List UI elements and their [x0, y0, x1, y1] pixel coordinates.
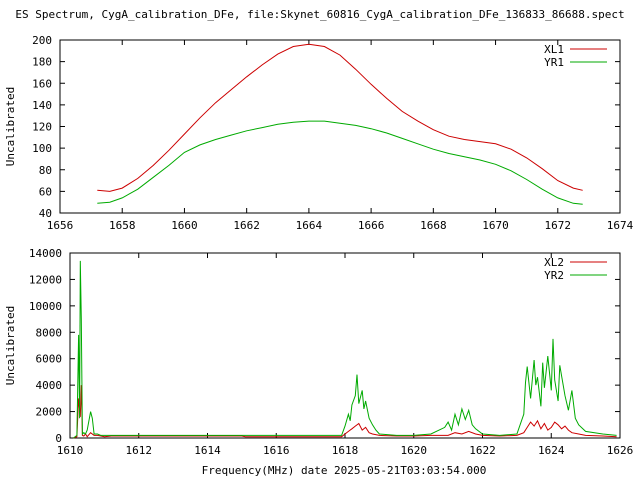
top-y-tick-label: 120: [32, 121, 52, 134]
bottom-y-tick-label: 14000: [29, 247, 62, 260]
top-y-axis-label: Uncalibrated: [4, 87, 17, 166]
top-x-tick-label: 1670: [482, 219, 509, 232]
top-y-tick-label: 200: [32, 34, 52, 47]
top-y-tick-label: 160: [32, 77, 52, 90]
top-x-tick-label: 1668: [420, 219, 447, 232]
bottom-x-tick-label: 1620: [401, 444, 428, 457]
bottom-y-tick-label: 4000: [36, 379, 63, 392]
bottom-legend-label-xl2: XL2: [544, 256, 564, 269]
bottom-y-tick-label: 12000: [29, 273, 62, 286]
bottom-legend-label-yr2: YR2: [544, 269, 564, 282]
bottom-y-tick-label: 10000: [29, 300, 62, 313]
top-x-tick-label: 1666: [358, 219, 385, 232]
bottom-plot-frame: [69, 252, 621, 439]
bottom-x-tick-label: 1610: [57, 444, 84, 457]
bottom-y-tick-label: 6000: [36, 353, 63, 366]
bottom-y-tick-label: 8000: [36, 326, 63, 339]
top-spectrum-panel: 1656 1658 1660 1662 1664 1666 1668 1670 1672 1674…: [4, 34, 634, 232]
top-x-tick-label: 1674: [607, 219, 634, 232]
top-y-tick-label: 180: [32, 56, 52, 69]
top-x-tick-label: 1662: [233, 219, 260, 232]
bottom-x-tick-label: 1622: [469, 444, 496, 457]
top-y-tick-label: 80: [39, 164, 52, 177]
top-x-tick-label: 1664: [296, 219, 323, 232]
bottom-x-tick-label: 1624: [538, 444, 565, 457]
bottom-x-tick-label: 1618: [332, 444, 359, 457]
bottom-spectrum-panel: 1610 1612 1614 1616 1618 1620 1622 1624 1626 0 200…: [4, 247, 633, 457]
top-series-yr1-line: [97, 120, 583, 205]
top-legend-label-xl1: XL1: [544, 43, 564, 56]
top-x-tick-label: 1672: [545, 219, 572, 232]
top-y-tick-label: 60: [39, 185, 52, 198]
top-y-tick-label: 100: [32, 142, 52, 155]
bottom-x-tick-label: 1614: [194, 444, 221, 457]
x-axis-label: Frequency(MHz) date 2025-05-21T03:03:54.…: [202, 464, 487, 477]
top-legend-label-yr1: YR1: [544, 56, 564, 69]
bottom-y-tick-label: 2000: [36, 406, 63, 419]
bottom-y-axis-label: Uncalibrated: [4, 306, 17, 385]
top-y-tick-label: 40: [39, 207, 52, 220]
bottom-series-xl2-line: [73, 385, 617, 439]
top-x-tick-label: 1660: [171, 219, 198, 232]
top-y-tick-label: 140: [32, 99, 52, 112]
bottom-x-tick-label: 1612: [126, 444, 153, 457]
figure-title: ES Spectrum, CygA_calibration_DFe, file:…: [15, 8, 624, 21]
bottom-x-tick-label: 1626: [607, 444, 634, 457]
bottom-x-tick-label: 1616: [263, 444, 290, 457]
top-x-tick-label: 1658: [109, 219, 136, 232]
top-plot-frame: [59, 39, 621, 214]
bottom-y-tick-label: 0: [55, 432, 62, 445]
top-series-xl1-line: [97, 43, 583, 192]
bottom-series-yr2-line: [73, 260, 617, 439]
top-x-tick-label: 1656: [47, 219, 74, 232]
